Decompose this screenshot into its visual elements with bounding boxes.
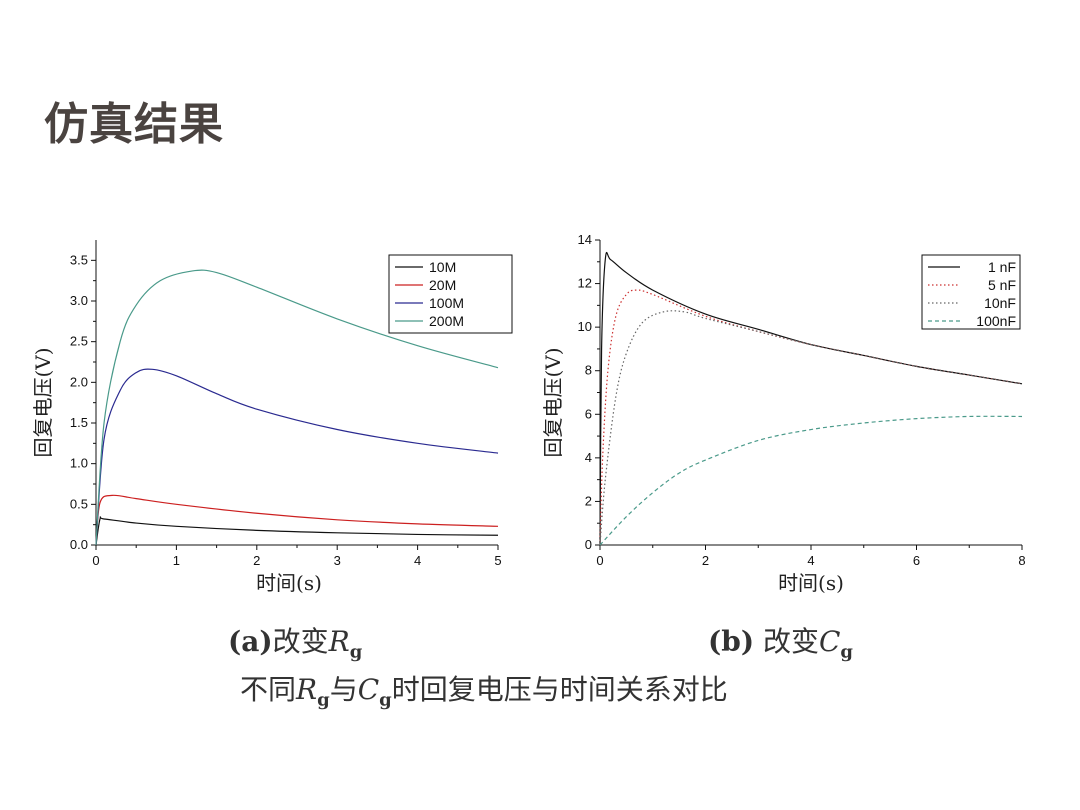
y-tick-label: 1.5 — [70, 415, 88, 430]
y-tick-label: 6 — [585, 406, 592, 421]
caption-b-text: 改变 — [754, 625, 819, 658]
chart-b: 0 2 4 6 8 10 12 14 0 2 4 6 8 时间(s) 回复电压(V) 1 nF 5 nF 10nF… — [541, 232, 1026, 595]
legend-label: 20M — [429, 277, 456, 293]
caption-b-sub: g — [840, 641, 854, 663]
y-tick-label: 0 — [585, 537, 592, 552]
figure-caption-s2: g — [379, 689, 392, 711]
x-tick-label: 8 — [1018, 553, 1025, 568]
y-tick-label: 2 — [585, 493, 592, 508]
x-tick-label: 3 — [334, 553, 341, 568]
series-line-5nF — [599, 289, 1023, 546]
caption-b: (b) 改变Cg — [708, 620, 853, 663]
legend: 10M 20M 100M 200M — [388, 254, 513, 334]
series-line-100nF — [599, 415, 1023, 546]
figure-caption-t2: 与 — [329, 673, 358, 706]
legend-label: 200M — [429, 313, 464, 329]
x-axis-label: 时间(s) — [256, 571, 322, 595]
y-tick-label: 0.5 — [70, 496, 88, 511]
figure-caption-t3: 时回复电压与时间关系对比 — [391, 673, 728, 706]
caption-a: (a)改变Rg — [228, 620, 362, 663]
figure-caption-t1: 不同 — [240, 673, 297, 706]
figure-caption: 不同Rg与Cg时回复电压与时间关系对比 — [240, 668, 728, 711]
series-line-20M — [95, 494, 499, 546]
y-tick-label: 3.5 — [70, 252, 88, 267]
y-tick-label: 8 — [585, 363, 592, 378]
legend-label: 100M — [429, 295, 464, 311]
x-tick-label: 0 — [596, 553, 603, 568]
series-line-200M — [95, 269, 499, 546]
caption-a-text: 改变 — [272, 625, 329, 658]
y-tick-label: 14 — [578, 232, 592, 247]
legend-label: 10M — [429, 259, 456, 275]
chart-a: 0.0 0.5 1.0 1.5 2.0 2.5 3.0 3.5 0 1 2 3 4 5 时间(s) 回复电压(… — [31, 240, 513, 595]
x-tick-label: 6 — [913, 553, 920, 568]
x-tick-label: 2 — [253, 553, 260, 568]
caption-a-prefix: (a) — [228, 625, 273, 658]
y-tick-label: 1.0 — [70, 456, 88, 471]
y-tick-label: 4 — [585, 450, 592, 465]
y-axis-label: 回复电压(V) — [31, 347, 55, 457]
x-tick-label: 0 — [92, 553, 99, 568]
slide-title: 仿真结果 — [44, 99, 224, 150]
y-tick-label: 2.5 — [70, 334, 88, 349]
figure-caption-s1: g — [317, 689, 330, 711]
legend-label: 1 nF — [988, 259, 1016, 275]
caption-b-var: C — [818, 625, 841, 658]
y-tick-label: 3.0 — [70, 293, 88, 308]
x-tick-label: 5 — [494, 553, 501, 568]
y-tick-label: 10 — [578, 319, 592, 334]
x-axis-label: 时间(s) — [778, 571, 844, 595]
x-tick-label: 1 — [173, 553, 180, 568]
figure-caption-v2: C — [357, 673, 380, 706]
caption-a-var: R — [328, 625, 350, 658]
legend-label: 100nF — [976, 313, 1016, 329]
y-tick-label: 12 — [578, 276, 592, 291]
series-line-10nF — [599, 310, 1023, 546]
caption-b-prefix: (b) — [708, 625, 755, 658]
y-tick-label: 2.0 — [70, 374, 88, 389]
legend-box — [388, 254, 513, 334]
caption-a-sub: g — [349, 641, 363, 663]
x-tick-label: 4 — [414, 553, 421, 568]
y-axis-label: 回复电压(V) — [541, 347, 565, 457]
y-tick-label: 0.0 — [70, 537, 88, 552]
series-line-100M — [95, 368, 499, 546]
x-tick-label: 2 — [702, 553, 709, 568]
legend-label: 10nF — [984, 295, 1016, 311]
x-tick-label: 4 — [807, 553, 814, 568]
figure-caption-v1: R — [296, 673, 318, 706]
legend: 1 nF 5 nF 10nF 100nF — [921, 254, 1021, 330]
series-line-10M — [95, 516, 499, 546]
legend-label: 5 nF — [988, 277, 1016, 293]
